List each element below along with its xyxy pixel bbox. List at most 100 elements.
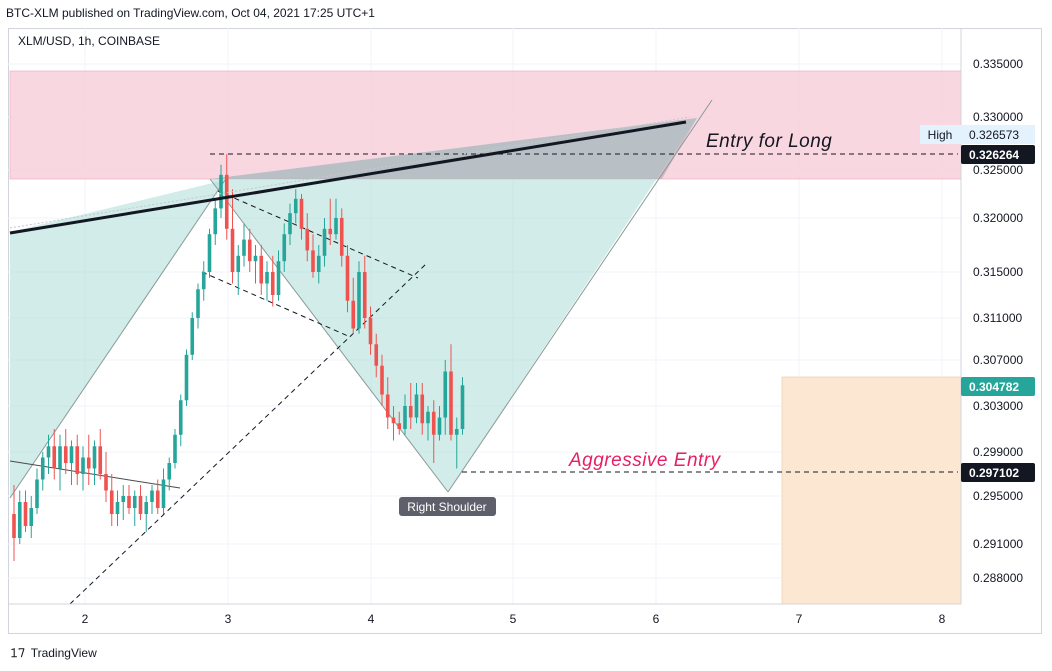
candle: [328, 198, 333, 245]
price-tick-label: 0.320000: [973, 211, 1023, 225]
time-tick-label: 5: [510, 612, 517, 626]
candle-body: [115, 502, 120, 514]
candles-layer: [12, 154, 465, 561]
entry-long-price-tag: 0.326264: [961, 145, 1035, 164]
candle-body: [155, 490, 160, 508]
candle: [357, 261, 361, 334]
candle: [167, 457, 172, 491]
price-tick-label: 0.335000: [973, 57, 1023, 71]
aggressive-entry-annotation: Aggressive Entry: [568, 450, 722, 471]
candle-body: [69, 446, 74, 463]
candle-body: [437, 417, 442, 435]
target-box: [781, 376, 962, 605]
candle-body: [167, 463, 172, 480]
candle-body: [247, 239, 252, 262]
candle: [259, 245, 264, 295]
candle: [81, 446, 85, 491]
entry-long-price: 0.326264: [969, 148, 1019, 162]
entry-long-annotation: Entry for Long: [706, 131, 832, 152]
candle-body: [201, 272, 206, 290]
candle: [385, 377, 390, 429]
candle: [362, 255, 367, 329]
candle-body: [316, 255, 321, 272]
price-tick-label: 0.288000: [973, 571, 1023, 585]
candle-body: [293, 198, 298, 214]
price-tick-label: 0.330000: [973, 110, 1023, 124]
candle: [236, 245, 241, 295]
footer: 𝟷𝟽 TradingView: [10, 645, 97, 661]
price-tick-label: 0.325000: [973, 163, 1023, 177]
candle: [155, 479, 160, 514]
price-tick-label: 0.291000: [973, 537, 1023, 551]
candle: [437, 406, 442, 441]
candle-body: [334, 218, 338, 235]
candle: [380, 354, 384, 406]
candle: [121, 485, 126, 520]
candle-body: [408, 406, 413, 418]
candle-body: [23, 502, 28, 526]
time-tick-label: 8: [939, 612, 946, 626]
footer-brand[interactable]: TradingView: [30, 646, 97, 660]
candle-body: [190, 318, 195, 355]
candle-body: [351, 300, 356, 329]
price-tick-label: 0.303000: [973, 399, 1023, 413]
candle: [52, 429, 57, 480]
candle: [17, 490, 22, 544]
dashed-flag-top: [217, 190, 419, 279]
candle-body: [253, 255, 258, 262]
pattern-upper-wedge: [210, 118, 697, 179]
candle: [173, 429, 177, 469]
candle: [69, 440, 74, 485]
candle-body: [58, 446, 62, 469]
candle-body: [63, 446, 68, 463]
candle-body: [397, 423, 402, 429]
candle-body: [265, 272, 269, 284]
candle-body: [196, 289, 200, 318]
candle-body: [150, 490, 154, 502]
pattern-main-triangle: [210, 118, 697, 492]
pattern-main-right-edge: [447, 99, 713, 493]
candle: [414, 383, 419, 424]
candle-body: [92, 446, 97, 469]
candle-body: [40, 457, 45, 480]
price-tick-label: 0.315000: [973, 265, 1023, 279]
candle-body: [420, 394, 425, 424]
candle-body: [75, 446, 80, 474]
candle: [150, 485, 154, 514]
candle-body: [339, 218, 344, 256]
candle-body: [270, 272, 275, 295]
candle: [334, 198, 338, 240]
candle: [293, 189, 298, 224]
candle: [184, 349, 189, 406]
candle: [265, 261, 269, 301]
candle-body: [12, 514, 16, 538]
candle-body: [127, 496, 131, 508]
candle-body: [362, 272, 367, 318]
candle: [374, 333, 379, 378]
symbol-label: XLM/USD, 1h, COINBASE: [18, 34, 160, 48]
candle: [12, 485, 16, 561]
candle: [449, 344, 453, 441]
candle-body: [385, 394, 390, 418]
price-tick-label: 0.311000: [973, 311, 1022, 325]
candle: [316, 245, 321, 284]
candle: [132, 490, 137, 526]
candle: [311, 234, 315, 278]
last-price-tag: 0.304782: [961, 377, 1035, 396]
aggressive-price: 0.297102: [969, 466, 1019, 480]
candle-body: [138, 496, 143, 514]
candle-body: [173, 434, 177, 463]
candle-body: [98, 446, 103, 474]
candle: [443, 360, 448, 435]
candle-body: [29, 508, 34, 526]
candle: [276, 250, 281, 301]
candle-body: [52, 446, 57, 469]
candle: [104, 452, 108, 502]
high-price-tag: High 0.326573: [920, 125, 1035, 144]
candle: [207, 228, 212, 278]
candle: [351, 277, 356, 334]
candle-body: [380, 365, 384, 395]
price-axis: 0.335000 0.330000 0.325000 0.320000 0.315000…: [973, 57, 1023, 585]
time-tick-label: 2: [82, 612, 89, 626]
